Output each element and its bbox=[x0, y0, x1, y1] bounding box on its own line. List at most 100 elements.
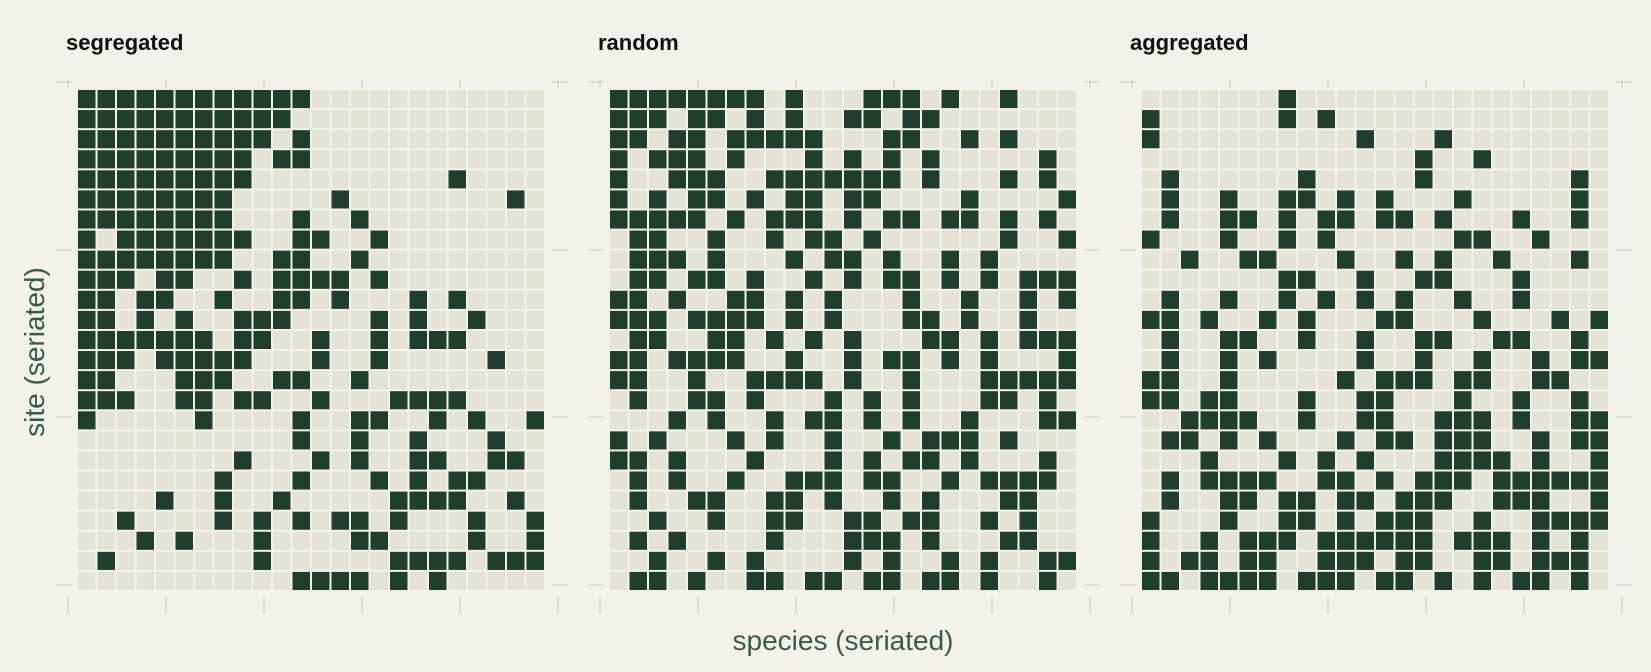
cell-absent bbox=[273, 351, 291, 370]
cell-absent bbox=[214, 330, 232, 350]
cell-present bbox=[1512, 571, 1530, 590]
cell-present bbox=[863, 511, 881, 530]
cell-absent bbox=[922, 391, 940, 410]
cell-present bbox=[902, 210, 920, 229]
cell-present bbox=[214, 471, 232, 490]
cell-absent bbox=[883, 190, 901, 209]
cell-absent bbox=[1278, 551, 1296, 570]
cell-absent bbox=[824, 130, 842, 149]
cell-present bbox=[1473, 531, 1491, 550]
cell-absent bbox=[1376, 551, 1394, 570]
cell-present bbox=[97, 290, 115, 309]
cell-present bbox=[1317, 571, 1335, 590]
cell-absent bbox=[824, 150, 842, 169]
cell-present bbox=[1161, 491, 1179, 510]
cell-absent bbox=[629, 190, 647, 209]
cell-absent bbox=[902, 170, 920, 189]
cell-present bbox=[214, 150, 232, 169]
cell-present bbox=[1395, 571, 1413, 590]
cell-absent bbox=[805, 551, 823, 570]
cell-present bbox=[629, 471, 647, 490]
cell-absent bbox=[526, 270, 544, 289]
cell-present bbox=[1200, 551, 1218, 570]
cell-absent bbox=[1220, 110, 1238, 129]
cell-present bbox=[1298, 411, 1316, 430]
cell-absent bbox=[1039, 351, 1057, 370]
cell-present bbox=[136, 130, 154, 149]
cell-absent bbox=[448, 571, 466, 590]
cell-present bbox=[1039, 391, 1057, 410]
cell-present bbox=[1278, 531, 1296, 550]
cell-absent bbox=[863, 210, 881, 229]
cell-absent bbox=[331, 330, 349, 350]
cell-absent bbox=[312, 531, 330, 550]
cell-present bbox=[961, 190, 979, 209]
cell-absent bbox=[805, 110, 823, 129]
cell-present bbox=[1376, 371, 1394, 390]
cell-absent bbox=[688, 551, 706, 570]
cell-present bbox=[1337, 531, 1355, 550]
cell-absent bbox=[312, 431, 330, 450]
cell-absent bbox=[292, 190, 310, 209]
cell-absent bbox=[707, 130, 725, 149]
cell-present bbox=[136, 210, 154, 229]
cell-absent bbox=[526, 491, 544, 510]
cell-present bbox=[785, 110, 803, 129]
cell-absent bbox=[448, 511, 466, 530]
cell-absent bbox=[1161, 130, 1179, 149]
cell-present bbox=[97, 110, 115, 129]
cell-absent bbox=[273, 471, 291, 490]
cell-present bbox=[1000, 130, 1018, 149]
cell-absent bbox=[727, 571, 745, 590]
cell-absent bbox=[312, 210, 330, 229]
cell-absent bbox=[941, 110, 959, 129]
cell-absent bbox=[1317, 411, 1335, 430]
cell-absent bbox=[824, 511, 842, 530]
cell-present bbox=[1532, 451, 1550, 470]
cell-absent bbox=[390, 170, 408, 189]
cell-absent bbox=[526, 110, 544, 129]
cell-present bbox=[766, 330, 784, 350]
cell-present bbox=[97, 551, 115, 570]
cell-absent bbox=[429, 210, 447, 229]
cell-absent bbox=[1000, 310, 1018, 329]
cell-present bbox=[1532, 371, 1550, 390]
cell-absent bbox=[487, 90, 505, 109]
cell-absent bbox=[727, 411, 745, 430]
cell-absent bbox=[1239, 371, 1257, 390]
cell-absent bbox=[175, 451, 193, 470]
cell-absent bbox=[1058, 310, 1076, 329]
cell-absent bbox=[1142, 210, 1160, 229]
cell-present bbox=[1590, 471, 1608, 490]
cell-present bbox=[234, 230, 252, 249]
cell-absent bbox=[1434, 230, 1452, 249]
cell-present bbox=[668, 130, 686, 149]
cell-present bbox=[805, 190, 823, 209]
cell-absent bbox=[1454, 210, 1472, 229]
panel-segregated: segregated bbox=[56, 30, 568, 614]
cell-present bbox=[312, 571, 330, 590]
cell-absent bbox=[1415, 290, 1433, 309]
cell-present bbox=[707, 230, 725, 249]
cell-absent bbox=[863, 491, 881, 510]
cell-absent bbox=[175, 431, 193, 450]
cell-absent bbox=[468, 351, 486, 370]
cell-absent bbox=[1181, 270, 1199, 289]
cell-present bbox=[707, 190, 725, 209]
cell-absent bbox=[1376, 230, 1394, 249]
cell-present bbox=[1337, 511, 1355, 530]
cell-present bbox=[941, 330, 959, 350]
cell-present bbox=[824, 250, 842, 269]
cell-present bbox=[922, 511, 940, 530]
cell-present bbox=[1181, 250, 1199, 269]
cell-present bbox=[610, 150, 628, 169]
cell-absent bbox=[883, 451, 901, 470]
cell-absent bbox=[1278, 411, 1296, 430]
cell-absent bbox=[136, 351, 154, 370]
cell-absent bbox=[1259, 511, 1277, 530]
cell-present bbox=[922, 170, 940, 189]
cell-absent bbox=[1551, 571, 1569, 590]
cell-absent bbox=[526, 130, 544, 149]
cell-absent bbox=[273, 210, 291, 229]
cell-absent bbox=[746, 431, 764, 450]
